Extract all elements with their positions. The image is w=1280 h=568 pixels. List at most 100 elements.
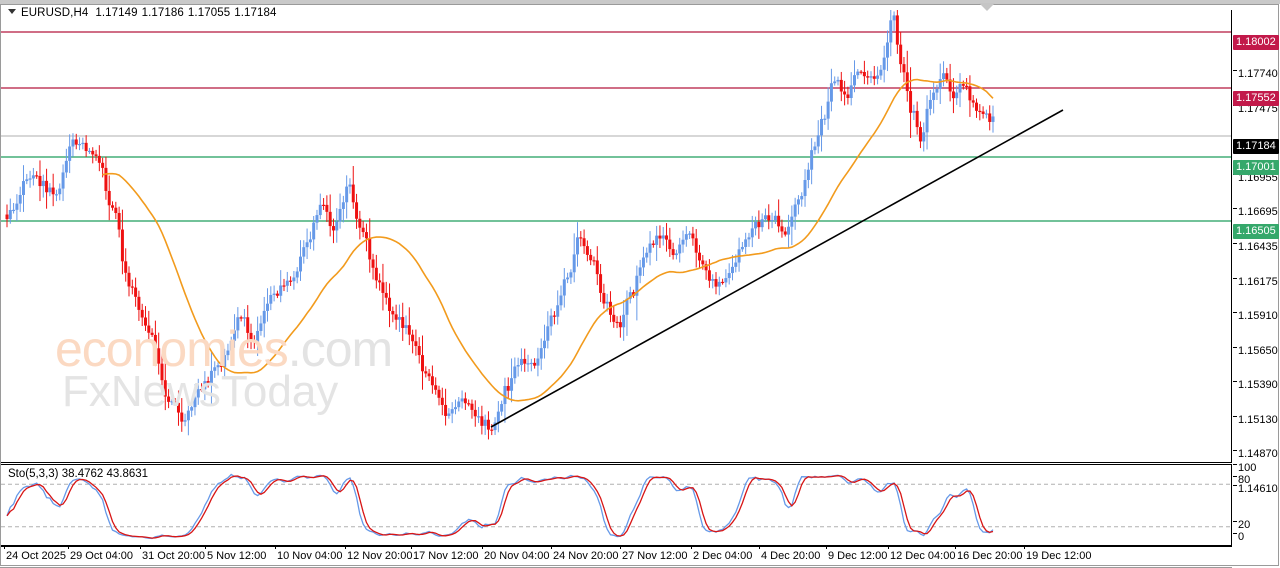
candle: [856, 69, 860, 79]
candle: [249, 323, 253, 350]
price-level-label-support[interactable]: 1.16505: [1233, 224, 1279, 239]
candle: [493, 417, 497, 435]
candle: [780, 219, 784, 238]
candle: [955, 85, 959, 105]
candle: [625, 290, 629, 336]
candle: [325, 195, 329, 222]
trendline[interactable]: [490, 109, 1064, 428]
time-tick-label: 16 Dec 20:00: [957, 550, 1023, 562]
candle: [427, 368, 431, 382]
price-level-label-support[interactable]: 1.17001: [1233, 160, 1279, 175]
candle: [820, 105, 824, 152]
candle: [335, 208, 339, 243]
candle: [674, 249, 678, 260]
candle: [348, 178, 352, 194]
candle: [206, 376, 210, 388]
candle: [975, 98, 979, 118]
candle: [183, 413, 187, 427]
candle: [793, 197, 797, 230]
candle: [453, 399, 457, 415]
candle: [872, 65, 876, 86]
candle: [170, 398, 174, 406]
candle: [849, 72, 853, 106]
candle: [322, 198, 326, 210]
candle: [668, 227, 672, 257]
candle: [935, 84, 939, 101]
candle: [394, 304, 398, 330]
candle: [915, 101, 919, 135]
candle: [45, 168, 49, 209]
time-axis[interactable]: 24 Oct 2025 29 Oct 04:00 31 Oct 20:00 5 Nov…: [0, 546, 1232, 568]
time-tick-label: 24 Nov 20:00: [553, 550, 619, 562]
candle: [473, 400, 477, 427]
time-tick-mark: [759, 546, 760, 549]
candle: [803, 169, 807, 207]
candle: [622, 300, 626, 341]
candle: [592, 256, 596, 266]
candle: [444, 388, 448, 426]
price-level-label-resistance[interactable]: 1.17552: [1233, 91, 1279, 106]
candle: [440, 387, 444, 416]
candle: [665, 223, 669, 252]
candle: [810, 138, 814, 185]
price-level-label-resistance[interactable]: 1.18002: [1233, 35, 1279, 50]
chart-legend: EURUSD,H4 1.17149 1.17186 1.17055 1.17184: [8, 7, 280, 19]
candle: [18, 186, 22, 212]
candle: [259, 315, 263, 336]
candle: [757, 210, 761, 239]
candle: [371, 253, 375, 280]
stochastic-tick-label: 80: [1233, 475, 1250, 486]
candle: [744, 232, 748, 255]
time-tick-label: 12 Dec 04:00: [890, 550, 956, 562]
candle: [358, 210, 362, 240]
candle: [94, 149, 98, 161]
chevron-down-icon[interactable]: [8, 9, 16, 15]
candle: [97, 145, 101, 172]
candle: [71, 133, 75, 157]
candle: [477, 406, 481, 424]
candle: [543, 324, 547, 359]
time-axis-line: [1, 546, 1232, 547]
ohlc-high: 1.17186: [141, 7, 184, 19]
price-tick-label: 1.14610: [1233, 484, 1278, 495]
stochastic-d-line[interactable]: [6, 475, 994, 539]
stochastic-svg: [1, 473, 1231, 540]
price-chart-panel[interactable]: [1, 10, 1231, 463]
candle: [437, 385, 441, 406]
moving-average-line[interactable]: [102, 78, 994, 402]
candle: [411, 329, 415, 354]
price-axis[interactable]: 1.17740 1.17475 1.16955 1.16695 1.16435 1.161…: [1232, 10, 1280, 495]
candle: [229, 336, 233, 358]
candle: [41, 174, 45, 198]
candle: [566, 272, 570, 284]
candle: [48, 183, 52, 197]
candle: [137, 290, 141, 321]
time-tick-label: 2 Dec 04:00: [693, 550, 753, 562]
candle: [434, 377, 438, 395]
ohlc-open: 1.17149: [95, 7, 138, 19]
candle: [312, 216, 316, 251]
candle: [124, 248, 128, 282]
candle: [658, 225, 662, 248]
price-level-label-current-price[interactable]: 1.17184: [1233, 139, 1279, 154]
candle: [226, 343, 230, 361]
candle: [256, 316, 260, 356]
candle: [295, 267, 299, 284]
candle: [213, 361, 217, 378]
candle: [51, 173, 55, 207]
candle: [859, 69, 863, 75]
candle: [74, 133, 78, 150]
price-tick-label: 1.14870: [1233, 449, 1278, 460]
chart-symbol-label: EURUSD,H4: [21, 7, 89, 19]
candle: [918, 121, 922, 149]
stochastic-panel[interactable]: [1, 464, 1231, 545]
candle: [790, 205, 794, 246]
candle: [157, 332, 161, 375]
candle: [35, 171, 39, 179]
candle: [266, 288, 270, 322]
candle: [523, 348, 527, 372]
candle: [252, 335, 256, 349]
time-tick-mark: [826, 546, 827, 549]
time-tick-label: 20 Nov 04:00: [484, 550, 550, 562]
